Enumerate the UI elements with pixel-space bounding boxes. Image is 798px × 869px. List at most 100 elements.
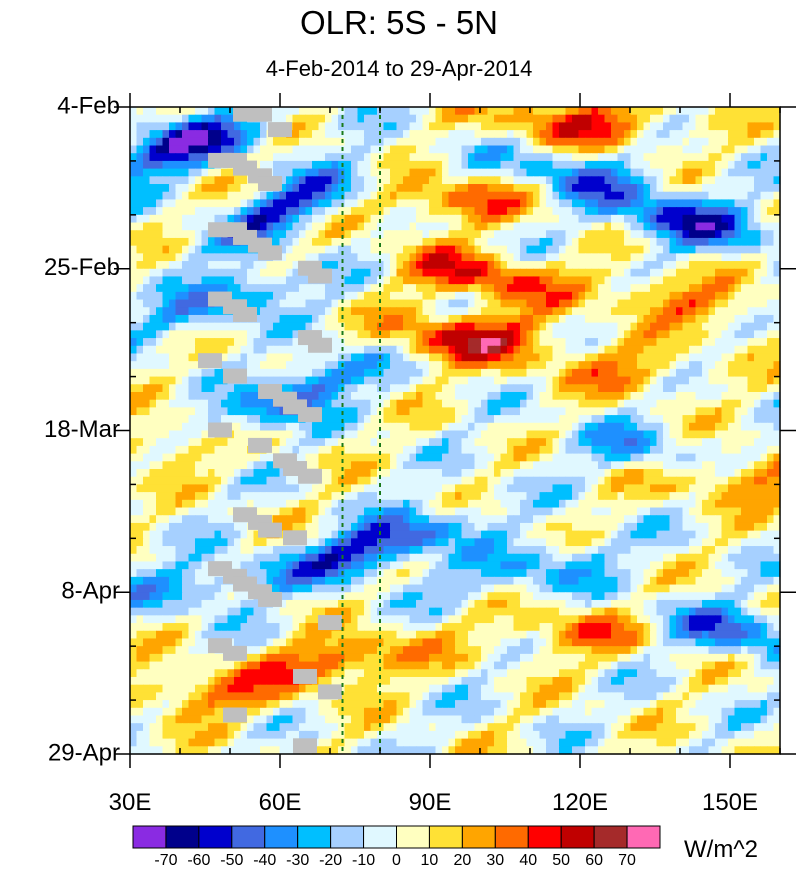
field-cell — [416, 191, 424, 201]
field-cell — [468, 338, 476, 347]
field-cell — [695, 307, 703, 316]
field-cell — [448, 214, 456, 224]
field-cell — [643, 291, 651, 301]
field-cell — [260, 484, 268, 493]
field-cell — [448, 476, 456, 486]
field-cell — [611, 230, 619, 239]
field-cell — [604, 299, 612, 308]
field-cell — [422, 230, 430, 239]
field-cell — [585, 445, 593, 455]
field-cell — [481, 368, 489, 378]
field-cell — [565, 222, 573, 231]
field-cell — [520, 137, 528, 147]
field-cell — [539, 438, 547, 447]
field-cell — [494, 368, 502, 378]
field-cell — [351, 476, 359, 486]
field-cell — [175, 207, 183, 216]
field-cell — [273, 422, 281, 432]
field-cell — [741, 376, 749, 385]
field-cell — [494, 214, 502, 224]
field-cell — [617, 153, 625, 162]
field-cell — [656, 276, 664, 285]
field-cell — [676, 469, 684, 478]
field-cell — [682, 191, 690, 201]
field-cell — [520, 253, 528, 262]
field-cell — [715, 384, 723, 393]
field-cell — [383, 469, 391, 478]
field-cell — [747, 438, 755, 447]
field-cell — [650, 284, 658, 293]
field-cell — [357, 207, 365, 216]
field-cell — [702, 199, 710, 208]
field-cell — [286, 330, 294, 339]
field-cell — [676, 453, 684, 462]
field-cell — [156, 391, 164, 401]
field-cell — [481, 214, 489, 224]
field-cell — [396, 461, 404, 470]
field-cell — [546, 368, 554, 378]
field-cell — [175, 430, 183, 439]
field-cell — [156, 230, 164, 239]
field-cell — [650, 291, 658, 301]
field-cell — [370, 415, 378, 424]
field-cell — [136, 222, 144, 231]
field-cell — [773, 237, 781, 247]
field-cell — [728, 268, 736, 278]
field-cell — [130, 453, 138, 462]
field-cell — [559, 314, 567, 324]
field-cell — [357, 430, 365, 439]
field-cell — [702, 276, 710, 285]
field-cell — [442, 322, 450, 331]
field-cell — [578, 299, 586, 308]
field-cell — [286, 415, 294, 424]
field-cell — [741, 207, 749, 216]
field-cell — [721, 476, 729, 486]
field-cell — [357, 291, 365, 301]
field-cell — [195, 222, 203, 231]
field-cell — [240, 145, 248, 154]
field-cell — [253, 207, 261, 216]
field-cell — [305, 399, 313, 408]
field-cell — [403, 107, 411, 116]
field-cell — [325, 214, 333, 224]
field-cell — [604, 284, 612, 293]
field-cell — [455, 153, 463, 162]
field-cell — [338, 438, 346, 447]
field-cell — [500, 338, 508, 347]
field-cell — [604, 453, 612, 462]
field-cell — [533, 107, 541, 116]
field-cell — [643, 407, 651, 416]
field-cell — [513, 284, 521, 293]
field-cell — [422, 445, 430, 455]
field-cell — [292, 276, 300, 285]
field-cell — [136, 291, 144, 301]
field-cell — [617, 222, 625, 231]
field-cell — [474, 145, 482, 154]
field-cell — [390, 407, 398, 416]
field-cell — [565, 376, 573, 385]
field-cell — [708, 245, 716, 254]
field-cell — [149, 230, 157, 239]
field-cell — [507, 299, 515, 308]
field-cell — [312, 207, 320, 216]
field-cell — [487, 230, 495, 239]
field-cell — [650, 207, 658, 216]
field-cell — [474, 384, 482, 393]
field-cell — [175, 107, 183, 116]
field-cell — [572, 330, 580, 339]
field-cell — [227, 338, 235, 347]
field-cell — [702, 361, 710, 370]
field-cell — [494, 253, 502, 262]
field-cell — [273, 438, 281, 447]
field-cell — [383, 160, 391, 170]
field-cell — [526, 399, 534, 408]
field-cell — [143, 230, 151, 239]
field-cell — [318, 476, 326, 486]
field-cell — [448, 122, 456, 131]
field-cell — [221, 314, 229, 324]
field-cell — [351, 361, 359, 370]
field-cell — [624, 314, 632, 324]
field-cell — [442, 330, 450, 339]
field-cell — [292, 368, 300, 378]
field-cell — [182, 384, 190, 393]
